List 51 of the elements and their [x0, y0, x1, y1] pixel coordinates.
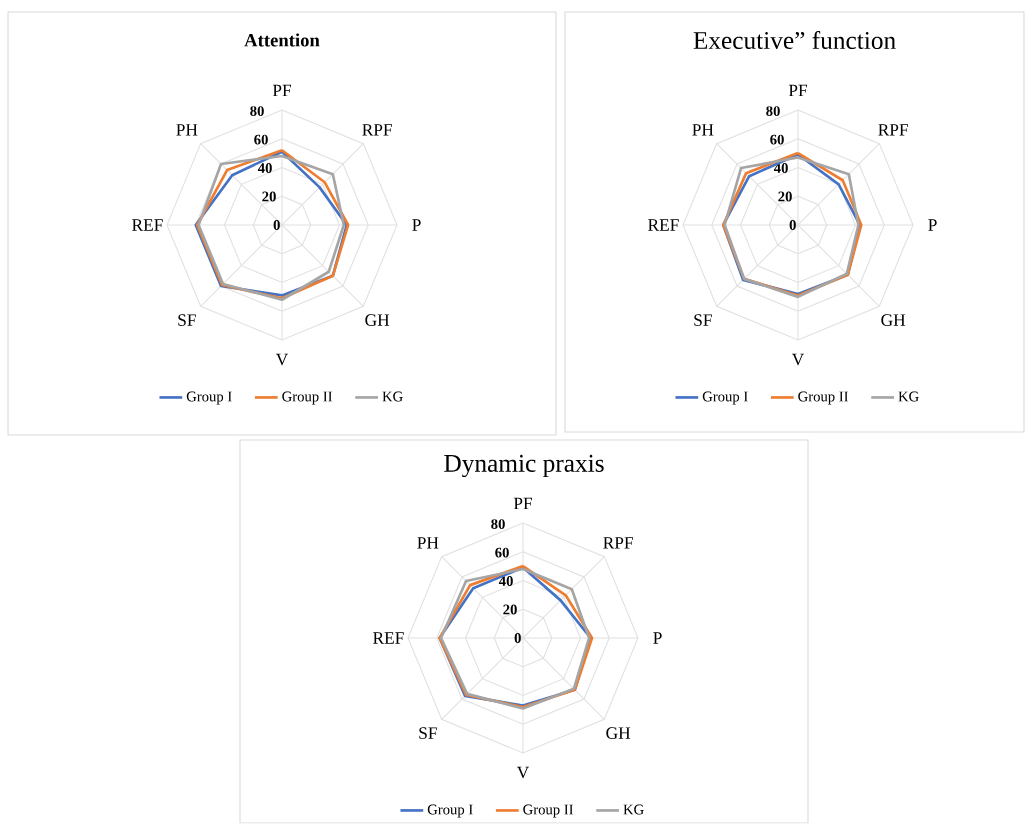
- legend-label: KG: [898, 391, 919, 402]
- spoke-label: PH: [176, 124, 198, 136]
- spoke-label: V: [791, 353, 805, 366]
- y-tick-label: 0: [514, 633, 521, 644]
- spoke-label: V: [275, 353, 289, 366]
- y-tick-label: 80: [250, 106, 264, 117]
- y-tick-label: 40: [498, 576, 513, 587]
- y-tick-label: 80: [491, 519, 505, 530]
- spoke-label: SF: [694, 314, 712, 327]
- spoke-label: V: [516, 766, 530, 779]
- spoke-label: SF: [178, 314, 196, 327]
- legend-label: Group I: [702, 391, 748, 405]
- y-tick-label: 60: [254, 134, 268, 145]
- y-tick-label: 20: [503, 604, 517, 615]
- y-tick-label: 60: [770, 134, 784, 145]
- spoke-label: REF: [373, 632, 404, 644]
- spoke-label: SF: [419, 727, 437, 740]
- legend-label: KG: [623, 804, 644, 815]
- y-tick-label: 40: [773, 163, 788, 174]
- spoke-label: P: [412, 219, 421, 231]
- spoke-label: GH: [365, 314, 390, 327]
- y-tick-label: 40: [257, 163, 272, 174]
- legend-label: Group II: [282, 391, 333, 405]
- spoke-label: GH: [881, 314, 906, 327]
- chart-title: Attention: [244, 33, 320, 47]
- legend-label: KG: [382, 391, 403, 402]
- y-tick-label: 80: [766, 106, 780, 117]
- legend-label: Group II: [523, 804, 574, 818]
- y-tick-label: 20: [262, 191, 276, 202]
- y-tick-label: 20: [778, 191, 792, 202]
- y-tick-label: 0: [789, 220, 796, 231]
- spoke-label: RPF: [362, 124, 392, 136]
- spoke-label: PF: [513, 497, 533, 510]
- spoke-label: P: [653, 632, 662, 644]
- chart-title: Dynamic praxis: [444, 455, 604, 478]
- spoke-label: P: [928, 219, 937, 231]
- y-tick-label: 60: [495, 547, 509, 558]
- chart-title: Executive” function: [693, 31, 896, 50]
- spoke-label: PF: [272, 84, 292, 97]
- spoke-label: REF: [132, 219, 163, 231]
- spoke-label: GH: [606, 727, 631, 740]
- spoke-label: PH: [417, 537, 439, 549]
- spoke-label: PF: [788, 84, 808, 97]
- spoke-label: REF: [648, 219, 679, 231]
- spoke-label: PH: [692, 124, 714, 136]
- spoke-label: RPF: [603, 537, 633, 549]
- spoke-label: RPF: [878, 124, 908, 136]
- legend-label: Group I: [427, 804, 473, 818]
- y-tick-label: 0: [273, 220, 280, 231]
- legend-label: Group II: [798, 391, 849, 405]
- legend-label: Group I: [186, 391, 232, 405]
